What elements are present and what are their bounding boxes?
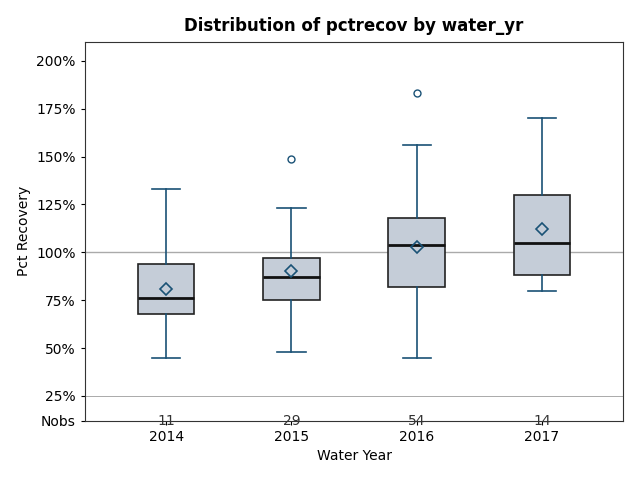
PathPatch shape [263,258,319,300]
PathPatch shape [138,264,195,313]
PathPatch shape [388,218,445,287]
Text: 11: 11 [157,414,175,428]
X-axis label: Water Year: Water Year [317,449,392,463]
Y-axis label: Pct Recovery: Pct Recovery [17,186,31,276]
Text: 29: 29 [283,414,300,428]
Text: 14: 14 [533,414,551,428]
Text: 54: 54 [408,414,426,428]
PathPatch shape [514,195,570,276]
Title: Distribution of pctrecov by water_yr: Distribution of pctrecov by water_yr [184,17,524,35]
